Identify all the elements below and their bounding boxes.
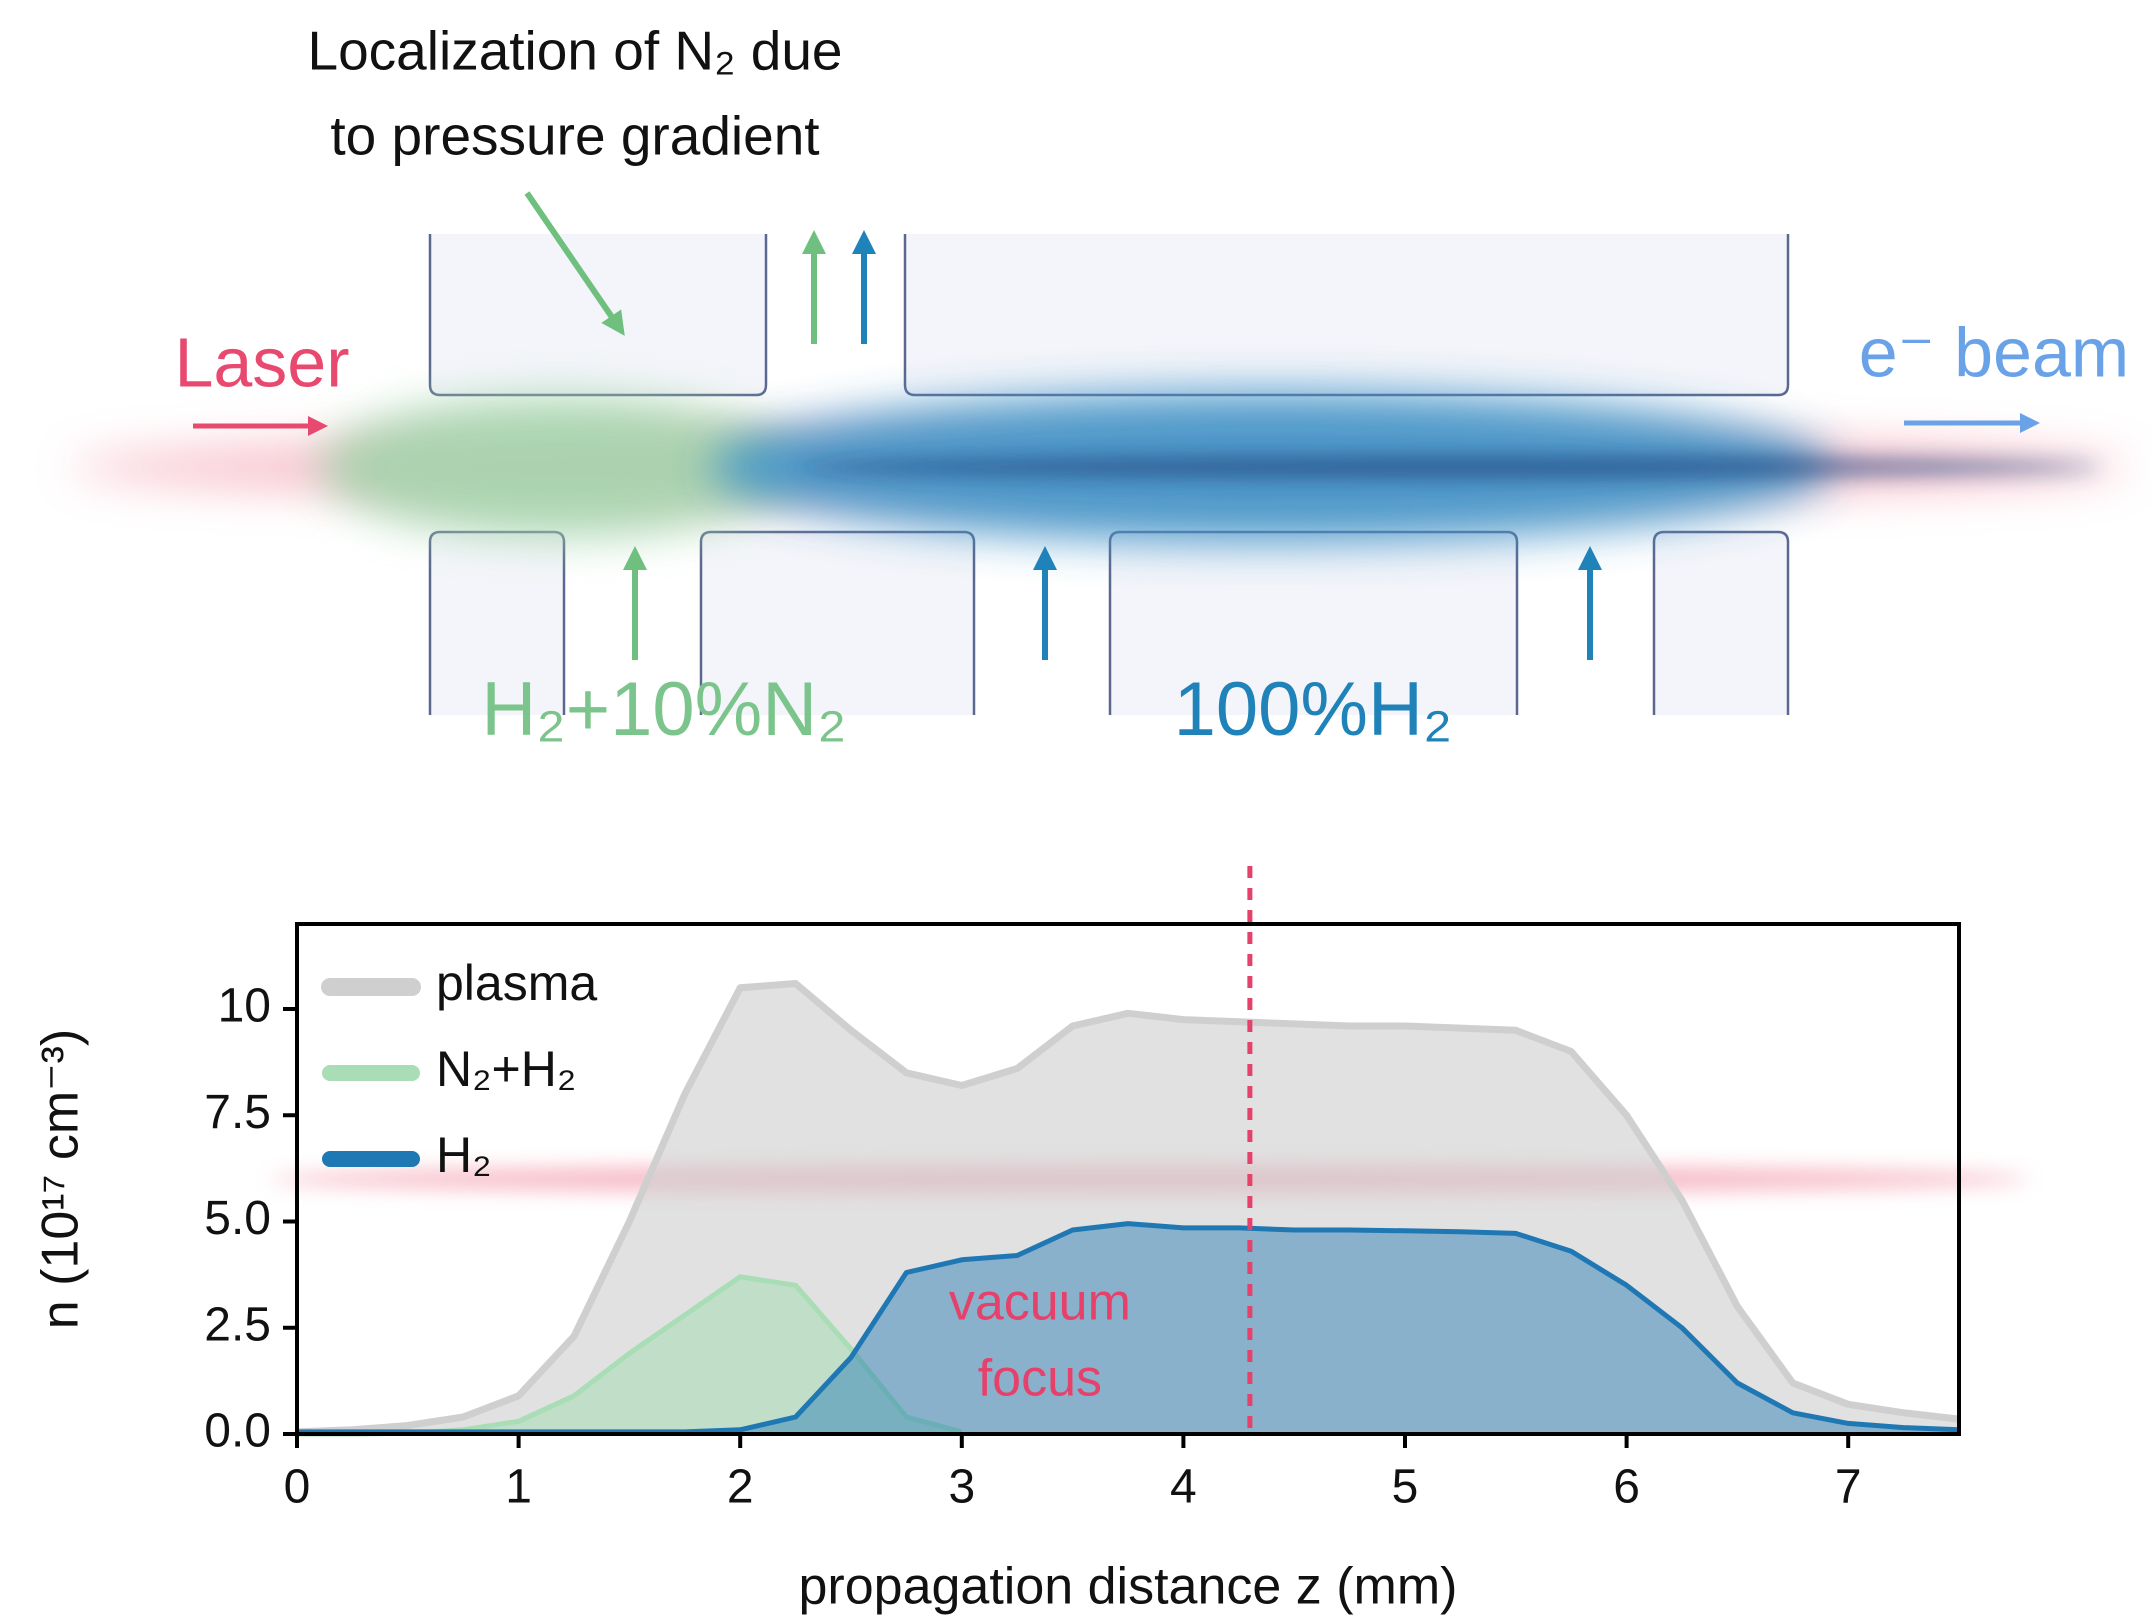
x-tick-label: 3 [948, 1461, 975, 1514]
block [428, 234, 768, 397]
block [699, 530, 976, 715]
y-tick-label: 10 [218, 980, 271, 1033]
annotation: Localization of N₂ due [307, 20, 842, 82]
gas-label: H₂+10%N₂ [481, 667, 846, 752]
legend-label: H₂ [436, 1127, 492, 1183]
y-tick-label: 0.0 [204, 1405, 271, 1458]
plot-frame [295, 922, 1961, 1436]
legend-label: plasma [436, 955, 597, 1011]
beam [70, 392, 2130, 542]
chart: vacuum focus 0 1 2 3 4 5 6 7 0.0 2.5 5.0 7.5 10 propaga… [32, 866, 2030, 1616]
y-tick-label: 2.5 [204, 1298, 271, 1351]
x-tick-label: 7 [1835, 1461, 1862, 1514]
x-tick-label: 0 [284, 1461, 311, 1514]
area-fill [297, 1223, 1959, 1434]
x-tick-label: 1 [505, 1461, 532, 1514]
ebeam-label: e⁻ beam [1859, 313, 2129, 391]
block [1652, 530, 1790, 715]
diagram: Localization of N₂ due to pressure gradi… [70, 20, 2130, 752]
arrow [524, 191, 625, 336]
series-line [297, 1221, 1960, 1435]
x-tick-label: 2 [727, 1461, 754, 1514]
x-tick-label: 4 [1170, 1461, 1197, 1514]
vline-label: focus [978, 1350, 1102, 1408]
y-tick-label: 7.5 [204, 1086, 271, 1139]
beam-core [800, 457, 2100, 477]
vline-label: vacuum [949, 1274, 1131, 1332]
y-axis-label: n (10¹⁷ cm⁻³) [32, 1029, 90, 1330]
x-axis-label: propagation distance z (mm) [799, 1558, 1458, 1616]
annotation: to pressure gradient [330, 105, 819, 167]
block [903, 234, 1790, 397]
series-line [296, 980, 1960, 1436]
y-tick-label: 5.0 [204, 1192, 271, 1245]
x-tick-label: 5 [1392, 1461, 1419, 1514]
x-tick-label: 6 [1613, 1461, 1640, 1514]
legend-label: N₂+H₂ [436, 1041, 576, 1097]
laser-label: Laser [174, 323, 349, 401]
n2-plasma [320, 397, 800, 537]
gas-label: 100%H₂ [1174, 667, 1453, 752]
